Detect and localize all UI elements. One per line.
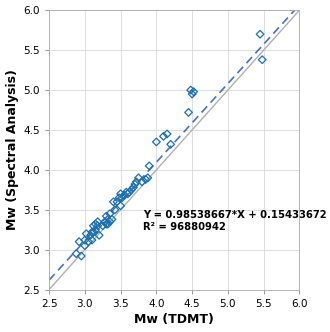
Point <box>129 187 134 193</box>
Point <box>154 139 159 144</box>
Point <box>139 179 145 185</box>
Point <box>118 191 123 197</box>
Point <box>91 229 96 235</box>
Point <box>145 175 150 181</box>
Text: Y = 0.98538667*X + 0.15433672
R² = 96880942: Y = 0.98538667*X + 0.15433672 R² = 96880… <box>144 210 327 232</box>
Point <box>168 142 173 147</box>
X-axis label: Mw (TDMT): Mw (TDMT) <box>134 313 214 326</box>
Y-axis label: Mw (Spectral Analysis): Mw (Spectral Analysis) <box>6 69 19 230</box>
Point <box>102 219 108 224</box>
Point <box>89 229 95 235</box>
Point <box>111 199 116 205</box>
Point <box>136 175 141 181</box>
Point <box>109 217 115 222</box>
Point <box>143 177 148 182</box>
Point <box>105 221 110 227</box>
Point <box>112 207 117 212</box>
Point <box>104 221 109 227</box>
Point <box>118 203 123 208</box>
Point <box>191 89 196 94</box>
Point <box>257 32 263 37</box>
Point <box>131 185 136 190</box>
Point <box>164 131 170 136</box>
Point <box>96 233 102 238</box>
Point <box>126 190 132 195</box>
Point <box>132 182 138 187</box>
Point <box>186 110 191 115</box>
Point <box>260 57 265 62</box>
Point <box>74 251 79 256</box>
Point <box>147 163 152 169</box>
Point <box>107 219 113 224</box>
Point <box>82 243 87 248</box>
Point <box>79 253 84 259</box>
Point <box>189 91 195 97</box>
Point <box>77 239 82 244</box>
Point <box>124 190 129 195</box>
Point <box>119 195 125 201</box>
Point <box>116 195 122 201</box>
Point <box>88 233 93 238</box>
Point <box>82 237 87 243</box>
Point <box>134 179 139 185</box>
Point <box>91 223 96 228</box>
Point <box>93 221 98 227</box>
Point <box>107 211 113 216</box>
Point <box>86 239 91 244</box>
Point <box>95 223 100 228</box>
Point <box>89 237 95 243</box>
Point <box>104 213 109 219</box>
Point <box>125 191 130 197</box>
Point <box>83 231 89 236</box>
Point <box>121 193 127 198</box>
Point <box>93 227 98 232</box>
Point <box>161 134 166 139</box>
Point <box>95 219 100 224</box>
Point <box>188 87 193 93</box>
Point <box>115 199 120 205</box>
Point <box>100 223 105 228</box>
